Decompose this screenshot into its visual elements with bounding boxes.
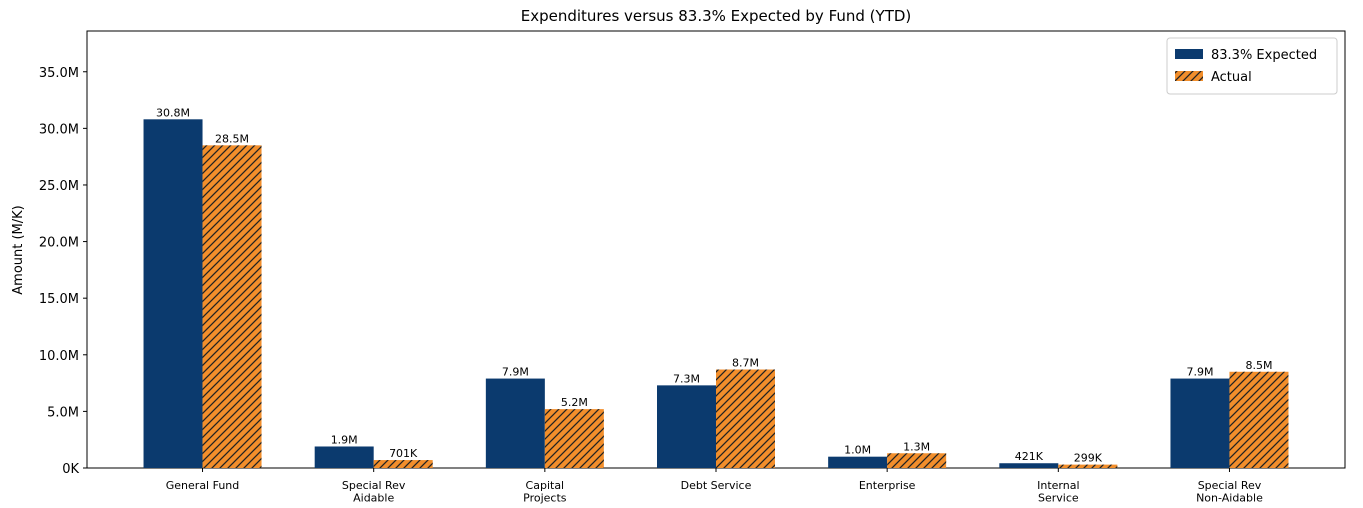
legend-label: 83.3% Expected [1211,48,1317,63]
x-tick-label: Enterprise [859,479,916,492]
x-tick-label: Internal Service [1037,479,1079,505]
y-axis-label: Amount (M/K) [11,205,26,294]
bar [657,385,716,468]
bar-hatch [1058,464,1118,468]
data-label: 1.3M [903,440,930,453]
y-tick-label: 35.0M [39,66,79,81]
bar [828,456,888,468]
data-label: 701K [389,447,418,460]
y-tick-label: 0K [62,462,79,477]
y-tick-label: 20.0M [39,236,79,251]
y-tick-label: 30.0M [39,122,79,137]
y-tick-label: 10.0M [39,349,79,364]
y-tick-label: 25.0M [39,179,79,194]
data-label: 1.0M [844,444,871,457]
bar [1170,378,1230,468]
bar-hatch [544,409,604,468]
x-tick-label: Special Rev Non-Aidable [1196,479,1263,505]
data-label: 5.2M [561,396,588,409]
data-label: 7.9M [502,366,529,379]
y-tick-label: 5.0M [47,405,79,420]
x-tick-label: Debt Service [681,479,752,492]
x-tick-label: General Fund [166,479,240,492]
bar-hatch [202,145,262,469]
bar [143,119,203,469]
chart-title: Expenditures versus 83.3% Expected by Fu… [521,7,912,25]
bar-hatch [1229,371,1289,468]
x-tick-label: Capital Projects [523,479,567,505]
data-label: 30.8M [156,106,190,119]
data-label: 7.9M [1186,366,1213,379]
bar-hatch [373,460,433,468]
data-label: 8.7M [732,357,759,370]
data-label: 1.9M [331,433,358,446]
data-label: 421K [1015,450,1044,463]
bar [314,446,374,468]
bar [485,378,545,468]
data-label: 7.3M [673,372,700,385]
data-label: 8.5M [1245,359,1272,372]
x-tick-label: Special Rev Aidable [342,479,406,505]
legend-swatch [1175,49,1203,59]
bar-hatch [887,453,947,468]
legend-box [1166,37,1338,95]
bar-hatch [716,369,775,468]
data-label: 299K [1074,452,1103,465]
data-label: 28.5M [215,132,249,145]
legend-label: Actual [1211,70,1252,85]
legend-swatch-hatch [1175,71,1203,81]
y-tick-label: 15.0M [39,292,79,307]
bar [999,463,1059,468]
